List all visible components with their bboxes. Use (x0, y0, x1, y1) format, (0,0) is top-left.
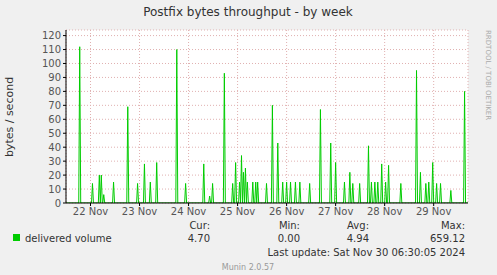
svg-text:4.94: 4.94 (347, 233, 369, 244)
svg-text:Postfix bytes throughput - by: Postfix bytes throughput - by week (143, 5, 353, 19)
svg-text:659.12: 659.12 (430, 233, 465, 244)
svg-text:25 Nov: 25 Nov (220, 206, 256, 217)
svg-text:60: 60 (48, 114, 61, 125)
svg-text:0.00: 0.00 (278, 233, 300, 244)
svg-text:70: 70 (48, 100, 61, 111)
svg-text:Avg:: Avg: (347, 220, 369, 231)
svg-text:RRDTOOL / TOBI OETIKER: RRDTOOL / TOBI OETIKER (484, 30, 489, 120)
svg-text:110: 110 (42, 44, 61, 55)
svg-text:10: 10 (48, 184, 61, 195)
svg-text:120: 120 (42, 30, 61, 41)
svg-text:0: 0 (55, 198, 61, 209)
svg-text:22 Nov: 22 Nov (73, 206, 109, 217)
svg-text:24 Nov: 24 Nov (171, 206, 207, 217)
svg-text:30: 30 (48, 156, 61, 167)
svg-text:26 Nov: 26 Nov (269, 206, 305, 217)
svg-text:29 Nov: 29 Nov (416, 206, 452, 217)
svg-text:20: 20 (48, 170, 61, 181)
svg-text:Munin 2.0.57: Munin 2.0.57 (222, 263, 274, 272)
svg-text:Max:: Max: (441, 220, 465, 231)
svg-text:90: 90 (48, 72, 61, 83)
svg-text:28 Nov: 28 Nov (367, 206, 403, 217)
svg-text:23 Nov: 23 Nov (122, 206, 158, 217)
svg-text:Last update: Sat Nov 30 06:30:: Last update: Sat Nov 30 06:30:05 2024 (267, 247, 465, 258)
svg-text:bytes / second: bytes / second (8, 77, 16, 157)
svg-text:100: 100 (42, 58, 61, 69)
svg-text:delivered volume: delivered volume (25, 233, 112, 244)
svg-text:40: 40 (48, 142, 61, 153)
svg-text:27 Nov: 27 Nov (318, 206, 354, 217)
svg-text:50: 50 (48, 128, 61, 139)
svg-text:Cur:: Cur: (189, 220, 210, 231)
svg-text:Min:: Min: (279, 220, 300, 231)
svg-text:80: 80 (48, 86, 61, 97)
svg-text:4.70: 4.70 (188, 233, 210, 244)
